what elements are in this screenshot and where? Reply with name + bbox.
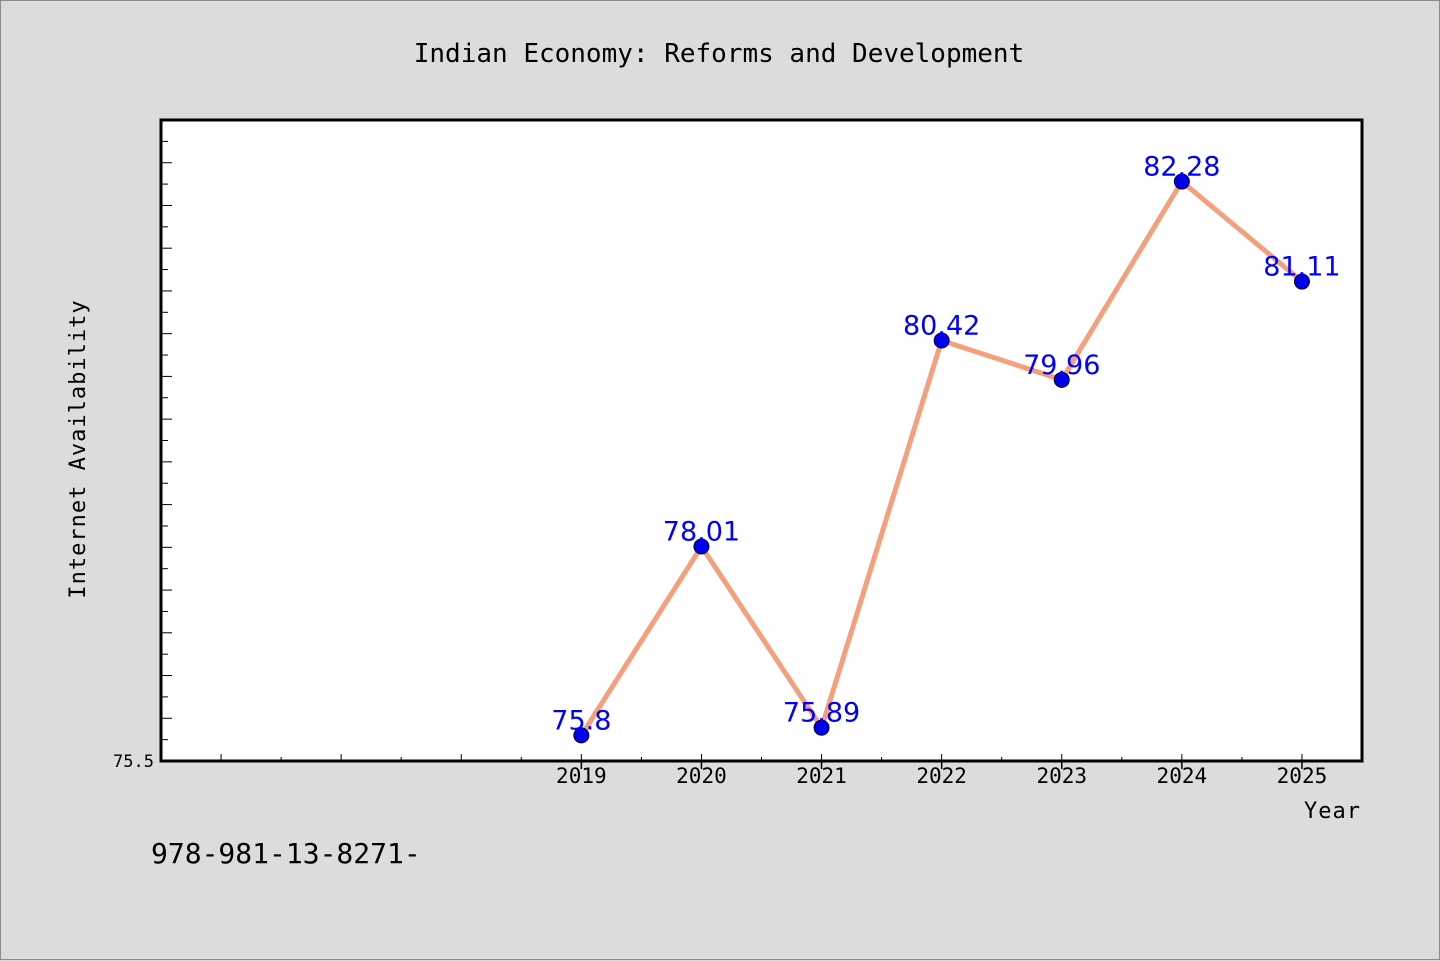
data-value-label: 75.8 (551, 705, 611, 736)
x-axis-tick-label: 2022 (916, 764, 967, 788)
x-axis-tick-label: 2019 (556, 764, 607, 788)
data-point-marker (573, 727, 590, 744)
y-axis-label: Internet Availability (66, 299, 91, 598)
data-labels: 75.8 78.01 75.89 80.42 79.96 82.28 81.11 (551, 152, 1340, 737)
data-value-label: 81.11 (1263, 252, 1340, 283)
x-axis-label: Year (1304, 799, 1361, 824)
x-axis-tick-label: 2024 (1157, 764, 1208, 788)
data-point-marker (813, 719, 830, 736)
plot-border (159, 118, 1364, 763)
x-axis-tick-label: 2021 (796, 764, 847, 788)
data-value-label: 78.01 (663, 516, 740, 547)
data-point-marker (693, 538, 710, 555)
y-axis-min-label: 75.5 (113, 752, 154, 772)
chart-title: Indian Economy: Reforms and Development (414, 39, 1024, 69)
data-point-marker (1053, 371, 1070, 388)
x-axis-ticks: 2019 2020 2021 2022 2023 2024 2025 (556, 761, 1327, 788)
data-point-marker (933, 332, 950, 349)
x-axis-tick-label: 2023 (1036, 764, 1087, 788)
data-markers (573, 173, 1310, 744)
y-axis-ticks (161, 140, 172, 741)
data-point-marker (1293, 273, 1310, 290)
data-value-label: 75.89 (783, 698, 860, 729)
data-value-label: 82.28 (1143, 152, 1220, 183)
footnote: 978-981-13-8271- (151, 837, 421, 870)
x-axis-tick-label: 2020 (676, 764, 727, 788)
plot-area (161, 120, 1362, 761)
x-axis-tick-label: 2025 (1277, 764, 1328, 788)
data-value-label: 80.42 (903, 311, 980, 342)
data-point-marker (1173, 173, 1190, 190)
data-value-label: 79.96 (1023, 350, 1100, 381)
